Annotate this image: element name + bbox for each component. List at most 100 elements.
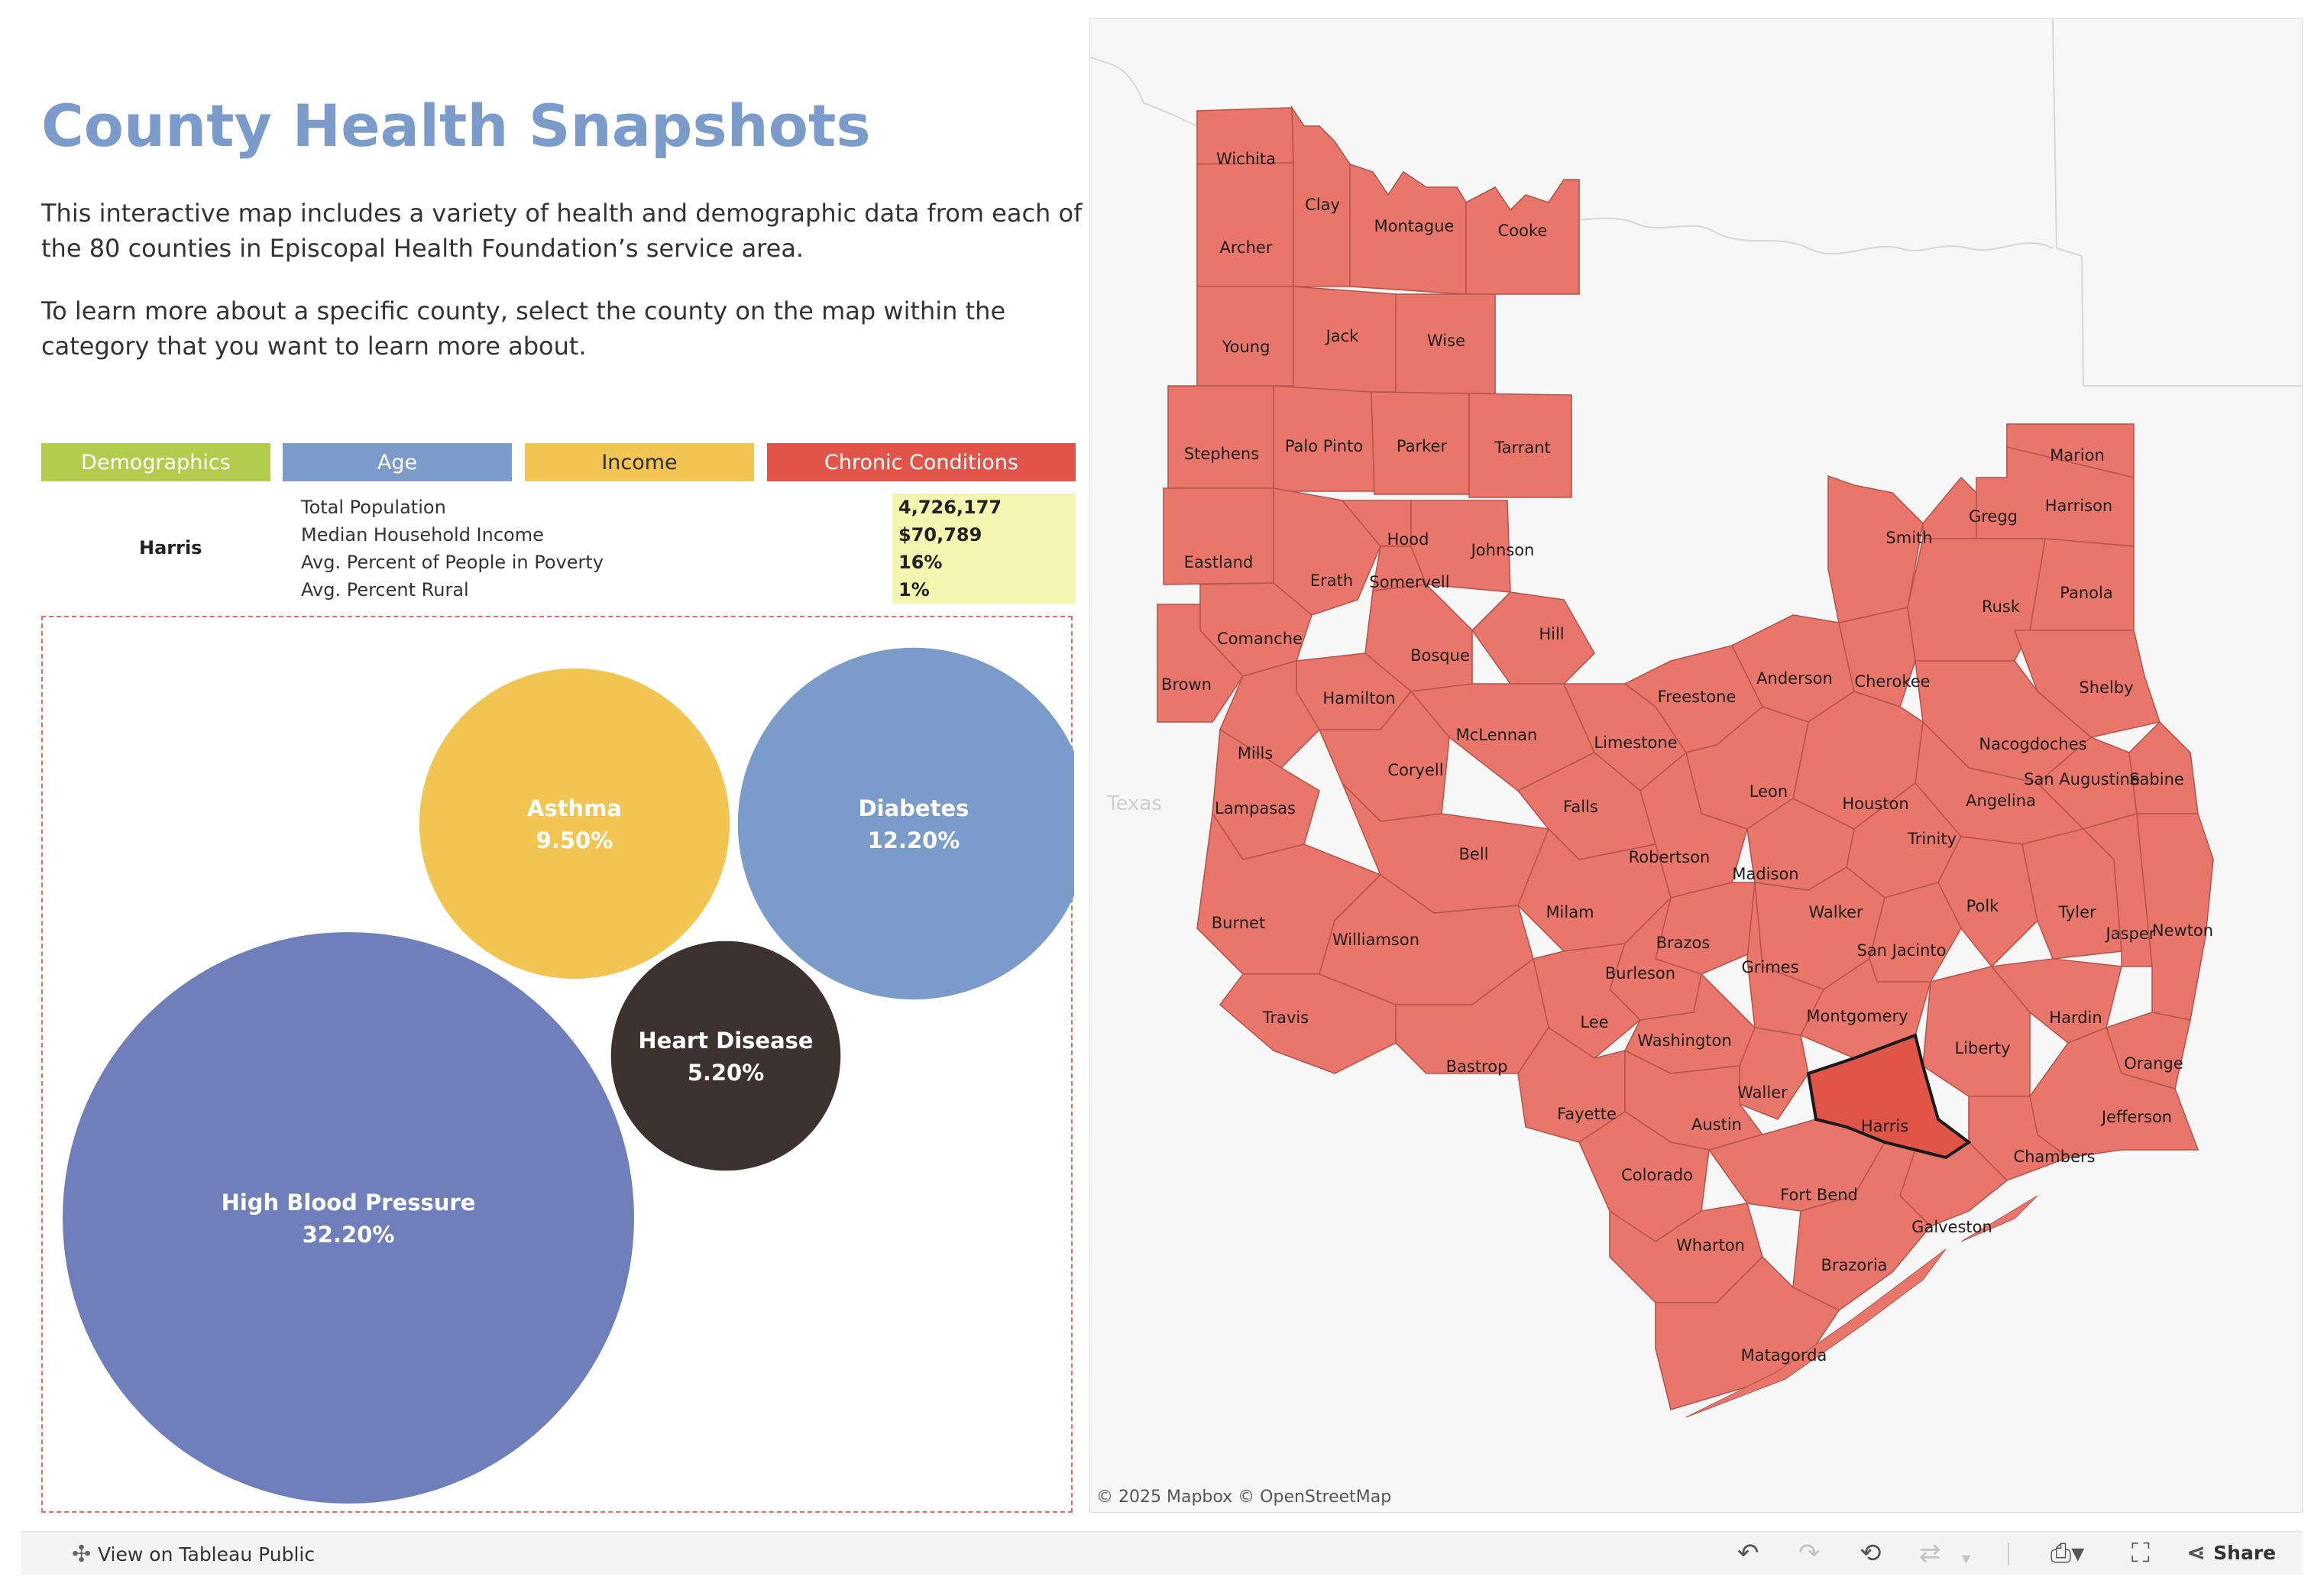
county-label-orange: Orange — [2124, 1054, 2183, 1073]
county-archer[interactable] — [1196, 162, 1294, 287]
county-label-cherokee: Cherokee — [1854, 672, 1930, 691]
county-label-johnson: Johnson — [1470, 541, 1535, 559]
county-label-jefferson: Jefferson — [2100, 1108, 2172, 1126]
county-sabine[interactable] — [2128, 720, 2199, 814]
tab-age[interactable]: Age — [283, 443, 512, 481]
fullscreen-icon[interactable]: ⛶ — [2131, 1538, 2150, 1569]
instructions-paragraph: To learn more about a specific county, s… — [41, 296, 1006, 361]
county-label-panola: Panola — [2060, 584, 2112, 602]
download-icon[interactable]: ⎙▾ — [2050, 1538, 2085, 1569]
county-label-wichita: Wichita — [1216, 150, 1276, 168]
county-smith[interactable] — [1827, 474, 1924, 623]
bubble-heart-disease[interactable] — [610, 941, 841, 1171]
county-label-stephens: Stephens — [1184, 445, 1259, 463]
bubble-diabetes[interactable] — [737, 647, 1074, 1000]
county-montague[interactable] — [1349, 163, 1467, 295]
county-waller[interactable] — [1739, 1027, 1809, 1120]
county-label-marion: Marion — [2050, 446, 2105, 465]
county-label-tarrant: Tarrant — [1494, 439, 1551, 457]
bubble-high-blood-pressure[interactable] — [63, 932, 634, 1504]
county-label-freestone: Freestone — [1658, 688, 1737, 706]
county-label-fort-bend: Fort Bend — [1780, 1186, 1858, 1204]
county-tarrant[interactable] — [1468, 393, 1572, 498]
county-label-burleson: Burleson — [1605, 964, 1675, 983]
county-label-williamson: Williamson — [1332, 931, 1419, 949]
dropdown-icon[interactable]: ▾ — [1962, 1549, 1971, 1569]
tab-demographics[interactable]: Demographics — [41, 443, 270, 481]
county-labels-layer: Wichita Clay Montague Cooke Archer Young Jack W… — [1161, 150, 2213, 1365]
county-label-lee: Lee — [1580, 1013, 1608, 1031]
county-label-shelby: Shelby — [2079, 678, 2133, 697]
tab-chronic-conditions[interactable]: Chronic Conditions — [767, 443, 1076, 481]
page-title: County Health Snapshots — [41, 92, 871, 160]
county-cooke[interactable] — [1465, 179, 1580, 295]
share-icon: ⋖ — [2186, 1540, 2206, 1566]
county-label-anderson: Anderson — [1756, 669, 1833, 688]
tab-income[interactable]: Income — [525, 443, 754, 481]
county-label-madison: Madison — [1732, 865, 1798, 883]
map-attribution[interactable]: © 2025 Mapbox © OpenStreetMap — [1096, 1488, 1392, 1507]
county-newton[interactable] — [2136, 813, 2214, 1021]
county-travis[interactable] — [1219, 973, 1397, 1074]
county-label-palo-pinto: Palo Pinto — [1285, 437, 1363, 455]
county-label-liberty: Liberty — [1954, 1039, 2010, 1057]
state-label: Texas — [1107, 792, 1162, 815]
county-label-hamilton: Hamilton — [1322, 689, 1395, 707]
county-label-washington: Washington — [1637, 1031, 1731, 1050]
redo-icon[interactable]: ↷ — [1798, 1538, 1821, 1569]
county-map[interactable]: Wichita Clay Montague Cooke Archer Young Jack W… — [1089, 18, 2303, 1513]
undo-icon[interactable]: ↶ — [1737, 1538, 1759, 1569]
county-label-coryell: Coryell — [1387, 761, 1443, 779]
bubble-asthma[interactable] — [419, 668, 730, 979]
county-label-lampasas: Lampasas — [1215, 799, 1296, 818]
bubble-label-asthma: Asthma — [527, 795, 622, 821]
tableau-icon: ✣ — [72, 1541, 92, 1568]
county-label-robertson: Robertson — [1629, 848, 1711, 866]
county-stephens[interactable] — [1167, 385, 1274, 489]
county-label-eastland: Eastland — [1184, 553, 1254, 571]
bubble-label-diabetes: Diabetes — [859, 795, 969, 821]
county-label-bell: Bell — [1459, 845, 1489, 863]
county-label-tyler: Tyler — [2057, 903, 2096, 921]
county-harris[interactable] — [1806, 1033, 1972, 1160]
county-label-houston: Houston — [1842, 795, 1908, 813]
county-label-falls: Falls — [1563, 798, 1598, 816]
county-label-mclennan: McLennan — [1456, 726, 1538, 744]
county-label-waller: Waller — [1737, 1083, 1788, 1102]
county-label-milam: Milam — [1546, 903, 1594, 921]
county-label-wharton: Wharton — [1676, 1236, 1745, 1255]
county-label-hardin: Hardin — [2049, 1009, 2102, 1027]
county-label-hood: Hood — [1387, 530, 1429, 549]
bubble-value-heart-disease: 5.20% — [688, 1060, 765, 1086]
county-johnson[interactable] — [1410, 500, 1511, 593]
share-label: Share — [2213, 1542, 2277, 1564]
county-label-mills: Mills — [1238, 744, 1274, 762]
county-label-travis: Travis — [1262, 1009, 1309, 1027]
tableau-toolbar: ✣ View on Tableau Public ↶ ↷ ⟲ ⇄ ▾ ⎙▾ ⛶ … — [21, 1531, 2303, 1575]
county-label-colorado: Colorado — [1621, 1166, 1693, 1184]
county-label-jack: Jack — [1325, 327, 1360, 345]
county-label-burnet: Burnet — [1212, 914, 1265, 932]
county-label-san-augustine: San Augustine — [2024, 770, 2140, 788]
bubble-chart-canvas: High Blood Pressure 32.20% Diabetes 12.20% A… — [63, 647, 1074, 1504]
county-label-brown: Brown — [1161, 675, 1212, 694]
county-hill[interactable] — [1471, 591, 1595, 685]
county-label-grimes: Grimes — [1741, 958, 1798, 976]
stat-value-poverty: 16% — [898, 552, 943, 573]
county-label-erath: Erath — [1310, 571, 1353, 590]
county-label-montgomery: Montgomery — [1806, 1007, 1908, 1025]
counties-layer[interactable] — [1157, 105, 2214, 1418]
county-label-bastrop: Bastrop — [1446, 1057, 1508, 1076]
county-label-clay: Clay — [1305, 196, 1340, 214]
bubble-value-diabetes: 12.20% — [868, 827, 960, 853]
share-button[interactable]: ⋖ Share — [2186, 1540, 2276, 1566]
county-label-chambers: Chambers — [2013, 1148, 2095, 1166]
county-label-trinity: Trinity — [1907, 830, 1957, 848]
revert-icon[interactable]: ⟲ — [1860, 1538, 1882, 1569]
intro-paragraph: This interactive map includes a variety … — [41, 199, 1083, 263]
refresh-icon[interactable]: ⇄ — [1919, 1538, 1941, 1569]
view-on-tableau-link[interactable]: ✣ View on Tableau Public — [72, 1541, 315, 1568]
county-young[interactable] — [1196, 286, 1294, 387]
county-map-canvas[interactable]: Wichita Clay Montague Cooke Archer Young Jack W… — [1090, 19, 2303, 1513]
county-label-rusk: Rusk — [1982, 597, 2021, 616]
